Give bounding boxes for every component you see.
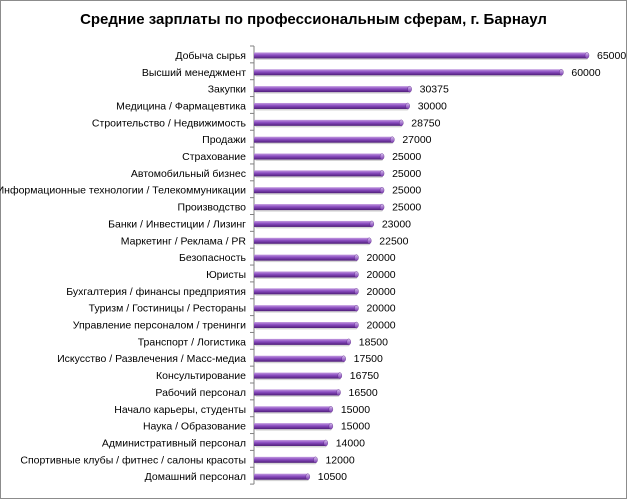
category-label: Медицина / Фармацевтика bbox=[116, 100, 246, 112]
category-label: Производство bbox=[178, 202, 247, 214]
bar bbox=[254, 372, 343, 381]
category-label: Маркетинг / Реклама / PR bbox=[121, 235, 247, 247]
category-label: Транспорт / Логистика bbox=[138, 336, 246, 348]
value-label: 25000 bbox=[392, 185, 421, 197]
category-label: Банки / Инвестиции / Лизинг bbox=[108, 218, 246, 230]
category-label: Автомобильный бизнес bbox=[131, 168, 246, 180]
value-label: 20000 bbox=[366, 269, 395, 281]
value-label: 20000 bbox=[366, 303, 395, 315]
value-label: 27000 bbox=[402, 134, 431, 146]
bar bbox=[254, 473, 310, 482]
category-label: Управление персоналом / тренинги bbox=[73, 320, 246, 332]
category-label: Продажи bbox=[202, 134, 246, 146]
category-label: Безопасность bbox=[179, 252, 247, 264]
category-label: Искусство / Развлечения / Масс-медиа bbox=[57, 353, 246, 365]
category-label: Высший менеджмент bbox=[142, 67, 246, 79]
category-label: Рабочий персонал bbox=[155, 387, 246, 399]
value-label: 17500 bbox=[354, 353, 383, 365]
value-label: 16750 bbox=[350, 370, 379, 382]
category-label: Добыча сырья bbox=[175, 50, 246, 62]
category-label: Страхование bbox=[182, 151, 246, 163]
category-label: Начало карьеры, студенты bbox=[114, 404, 246, 416]
bar bbox=[254, 422, 334, 431]
value-label: 25000 bbox=[392, 168, 421, 180]
bar bbox=[254, 136, 395, 145]
category-label: Закупки bbox=[208, 84, 246, 96]
bar bbox=[254, 102, 410, 111]
value-label: 65000 bbox=[597, 50, 626, 62]
bar bbox=[254, 203, 385, 212]
bar bbox=[254, 220, 375, 229]
value-label: 60000 bbox=[571, 67, 600, 79]
bar bbox=[254, 52, 590, 60]
category-label: Туризм / Гостиницы / Рестораны bbox=[89, 303, 246, 315]
value-label: 28750 bbox=[411, 117, 440, 129]
bar bbox=[254, 237, 372, 246]
category-label: Наука / Образование bbox=[143, 421, 246, 433]
bar bbox=[254, 406, 334, 414]
bar bbox=[254, 271, 359, 279]
category-label: Домашний персонал bbox=[145, 471, 246, 483]
bar bbox=[254, 170, 385, 178]
category-label: Юристы bbox=[206, 269, 246, 281]
bar bbox=[254, 254, 359, 263]
category-label: Консультирование bbox=[156, 370, 246, 382]
value-label: 18500 bbox=[359, 336, 388, 348]
value-label: 16500 bbox=[349, 387, 378, 399]
bar bbox=[254, 69, 564, 77]
bar bbox=[254, 389, 341, 397]
value-label: 25000 bbox=[392, 151, 421, 163]
bar bbox=[254, 338, 351, 347]
bar bbox=[254, 288, 359, 296]
value-label: 12000 bbox=[325, 454, 354, 466]
value-label: 30375 bbox=[420, 84, 449, 96]
bar bbox=[254, 321, 359, 330]
value-label: 20000 bbox=[366, 286, 395, 298]
bar bbox=[254, 304, 359, 313]
bar bbox=[254, 439, 328, 448]
value-label: 15000 bbox=[341, 404, 370, 416]
value-label: 15000 bbox=[341, 421, 370, 433]
value-label: 20000 bbox=[366, 252, 395, 264]
bar bbox=[254, 187, 385, 195]
value-label: 23000 bbox=[382, 218, 411, 230]
bar bbox=[254, 355, 346, 364]
category-label: Информационные технологии / Телекоммуник… bbox=[0, 185, 246, 197]
chart-title: Средние зарплаты по профессиональным сфе… bbox=[80, 11, 547, 28]
category-label: Административный персонал bbox=[102, 437, 246, 449]
value-label: 25000 bbox=[392, 202, 421, 214]
value-label: 10500 bbox=[318, 471, 347, 483]
bar bbox=[254, 153, 385, 162]
bar bbox=[254, 85, 412, 94]
value-label: 20000 bbox=[366, 320, 395, 332]
category-label: Бухгалтерия / финансы предприятия bbox=[66, 286, 246, 298]
value-label: 22500 bbox=[379, 235, 408, 247]
bar bbox=[254, 456, 318, 465]
value-label: 14000 bbox=[336, 437, 365, 449]
category-label: Спортивные клубы / фитнес / салоны красо… bbox=[20, 454, 246, 466]
bar bbox=[254, 119, 404, 128]
value-label: 30000 bbox=[418, 100, 447, 112]
category-label: Строительство / Недвижимость bbox=[92, 117, 247, 129]
